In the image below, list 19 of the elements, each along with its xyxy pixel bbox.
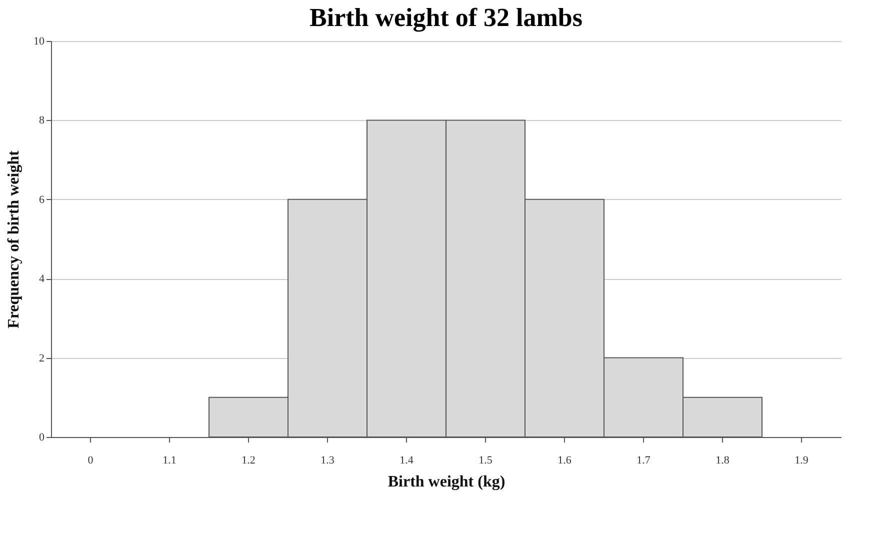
y-tick-label: 4 [39,273,45,286]
x-tick-label: 1.5 [478,454,493,466]
y-tick-label: 10 [34,36,45,48]
x-tick-label: 1.8 [716,454,730,466]
x-tick-label: 1.7 [636,454,651,466]
x-tick-label: 1.2 [242,454,256,466]
y-axis-title: Frequency of birth weight [6,150,22,328]
y-tick-label: 0 [39,432,45,444]
x-tick-label: 1.4 [400,454,414,466]
x-tick-label: 1.1 [162,454,176,466]
x-axis-title: Birth weight (kg) [388,474,506,490]
chart-title: Birth weight of 32 lambs [310,3,582,32]
y-tick-label: 8 [39,114,45,127]
x-tick-label: 0 [88,454,94,466]
x-tick-label: 1.6 [558,454,572,466]
x-tick-label: 1.3 [320,454,335,466]
x-tick-label: 1.9 [794,454,809,466]
y-tick-label: 2 [39,352,44,364]
y-tick-label: 6 [39,194,45,206]
